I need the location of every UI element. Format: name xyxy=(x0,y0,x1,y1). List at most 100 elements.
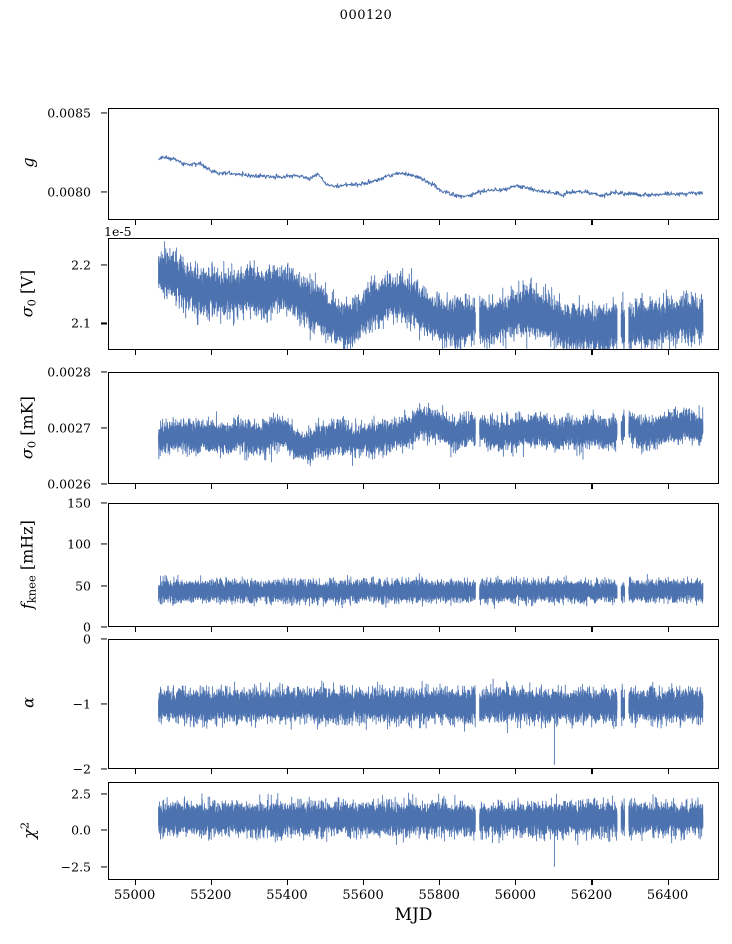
xtick-mark xyxy=(210,769,212,774)
fknee-ytick-mark xyxy=(101,626,107,628)
xtick-label: 55000 xyxy=(113,888,156,903)
panel-gain-ylabel: g xyxy=(18,157,38,168)
xtick-label: 56200 xyxy=(570,888,613,903)
panel-chi2 xyxy=(108,782,719,880)
xtick-mark xyxy=(515,484,517,489)
xtick-mark xyxy=(363,350,365,355)
xtick-mark xyxy=(134,880,136,885)
xtick-mark xyxy=(210,220,212,225)
panel-sigma0-volt xyxy=(108,238,719,350)
xtick-label: 55200 xyxy=(190,888,232,903)
alpha-ytick-mark xyxy=(101,638,107,640)
xtick-mark xyxy=(439,769,441,774)
xtick-mark xyxy=(210,350,212,355)
xtick-mark xyxy=(134,484,136,489)
sigma0_mK-ytick-label: 0.0027 xyxy=(47,420,91,436)
xtick-mark xyxy=(667,350,669,355)
panel-chi2-ylabel: χ2 xyxy=(17,821,39,839)
xtick-mark xyxy=(667,880,669,885)
xtick-mark xyxy=(515,350,517,355)
fknee-ytick-label: 0 xyxy=(83,619,91,635)
xtick-mark xyxy=(591,627,593,632)
chi2-ytick-label: 2.5 xyxy=(71,786,91,802)
xtick-mark xyxy=(286,220,289,225)
xtick-label: 55800 xyxy=(418,888,460,903)
gain-ytick-label: 0.0080 xyxy=(47,184,91,200)
xtick-mark xyxy=(439,350,441,355)
fknee-ytick-label: 50 xyxy=(75,578,91,594)
xtick-mark xyxy=(363,484,365,489)
sigma0_mK-ytick-mark xyxy=(101,483,107,485)
xtick-mark xyxy=(515,769,517,774)
gain-ytick-label: 0.0085 xyxy=(47,105,91,121)
xtick-mark xyxy=(667,484,669,489)
chi2-ytick-mark xyxy=(101,866,107,868)
xtick-mark xyxy=(667,220,669,225)
sigma0_V-ytick-mark xyxy=(101,322,107,325)
xtick-mark xyxy=(363,880,365,885)
sigma0_mK-ytick-mark xyxy=(101,427,107,429)
xtick-label: 55400 xyxy=(266,888,308,903)
sigma0_mK-ytick-label: 0.0026 xyxy=(47,476,91,492)
fknee-ytick-mark xyxy=(101,543,107,545)
panel-fknee-ylabel: fknee [mHz] xyxy=(17,520,39,610)
xtick-mark xyxy=(286,484,289,489)
chi2-ytick-mark xyxy=(101,829,107,831)
fknee-ytick-label: 150 xyxy=(67,495,91,511)
gain-ytick-mark xyxy=(101,112,107,114)
xtick-label: 56400 xyxy=(646,888,689,903)
xtick-mark xyxy=(667,769,669,774)
alpha-ytick-label: 0 xyxy=(83,631,91,647)
xtick-mark xyxy=(667,627,669,632)
panel-alpha xyxy=(108,639,719,769)
fknee-ytick-mark xyxy=(101,585,107,587)
xtick-label: 55600 xyxy=(342,888,384,903)
sigma0_mK-ytick-mark xyxy=(101,371,107,373)
panel-sigma0-mk xyxy=(108,372,719,484)
panel-fknee xyxy=(108,503,719,627)
chi2-ytick-label: 0.0 xyxy=(71,822,91,838)
figure-title: 000120 xyxy=(339,8,393,23)
xtick-mark xyxy=(210,880,212,885)
panel-sigma0-mk-ylabel: σ0 [mK] xyxy=(17,396,39,460)
xtick-mark xyxy=(134,627,136,632)
xtick-mark xyxy=(286,769,289,774)
data-line xyxy=(158,402,704,467)
sigma0_V-ytick-label: 2.2 xyxy=(71,257,91,273)
xtick-mark xyxy=(591,220,593,225)
data-line xyxy=(158,155,704,199)
xtick-mark xyxy=(134,769,136,774)
xtick-label: 56000 xyxy=(494,888,537,903)
fknee-ytick-label: 100 xyxy=(67,536,91,552)
x-axis-label: MJD xyxy=(394,905,433,925)
fknee-ytick-mark xyxy=(101,502,107,504)
alpha-ytick-label: −1 xyxy=(72,696,91,712)
xtick-mark xyxy=(363,220,365,225)
chi2-ytick-label: −2.5 xyxy=(60,859,91,875)
chi2-ytick-mark xyxy=(101,793,107,795)
xtick-mark xyxy=(591,350,593,355)
xtick-mark xyxy=(286,627,289,632)
xtick-mark xyxy=(286,880,289,885)
xtick-mark xyxy=(591,880,593,885)
data-line xyxy=(158,573,704,609)
alpha-ytick-label: −2 xyxy=(72,761,91,777)
panel-sigma0-volt-offset-text: 1e-5 xyxy=(104,224,132,239)
data-line xyxy=(158,241,704,349)
panel-alpha-ylabel: α xyxy=(18,697,38,708)
xtick-mark xyxy=(515,880,517,885)
xtick-mark xyxy=(439,880,441,885)
xtick-mark xyxy=(439,220,441,225)
xtick-mark xyxy=(210,484,212,489)
xtick-mark xyxy=(363,627,365,632)
xtick-mark xyxy=(363,769,365,774)
xtick-mark xyxy=(515,627,517,632)
alpha-ytick-mark xyxy=(101,703,107,705)
xtick-mark xyxy=(439,484,441,489)
panel-sigma0-volt-ylabel: σ0 [V] xyxy=(17,269,39,318)
xtick-mark xyxy=(591,484,593,489)
xtick-mark xyxy=(439,627,441,632)
xtick-mark xyxy=(286,350,289,355)
sigma0_V-ytick-mark xyxy=(101,263,107,266)
